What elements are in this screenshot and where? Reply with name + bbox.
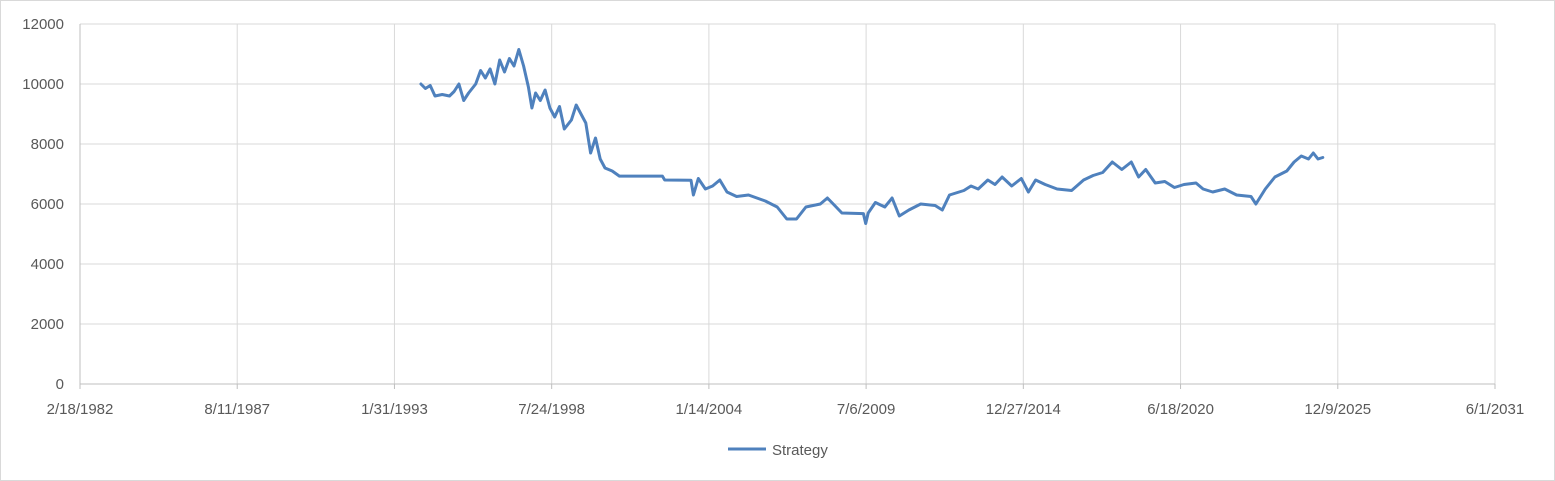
- x-tick-label: 12/27/2014: [986, 401, 1061, 418]
- x-tick-label: 2/18/1982: [47, 401, 114, 418]
- x-axis-ticks: 2/18/1982 8/11/1987 1/31/1993 7/24/1998 1/14…: [47, 401, 1525, 418]
- x-tick-label: 12/9/2025: [1304, 401, 1371, 418]
- legend: Strategy: [728, 442, 828, 459]
- y-tick-label: 6000: [31, 196, 64, 213]
- y-tick-label: 4000: [31, 256, 64, 273]
- legend-label-strategy: Strategy: [772, 442, 828, 459]
- y-tick-label: 8000: [31, 136, 64, 153]
- y-axis-ticks: 0 2000 4000 6000 8000 10000 12000: [22, 16, 64, 393]
- x-tick-label: 7/24/1998: [518, 401, 585, 418]
- y-tick-label: 2000: [31, 316, 64, 333]
- series-group: [419, 48, 1325, 225]
- x-tick-label: 1/31/1993: [361, 401, 428, 418]
- y-tick-label: 10000: [22, 76, 64, 93]
- x-tick-label: 1/14/2004: [676, 401, 743, 418]
- x-tick-label: 6/1/2031: [1466, 401, 1524, 418]
- gridlines: [80, 23, 1496, 384]
- x-tick-label: 6/18/2020: [1147, 401, 1214, 418]
- x-tick-label: 8/11/1987: [204, 401, 270, 418]
- x-tick-label: 7/6/2009: [837, 401, 895, 418]
- y-tick-label: 12000: [22, 16, 64, 33]
- y-tick-label: 0: [56, 376, 64, 393]
- axes: [79, 24, 1496, 389]
- series-line-strategy: [419, 48, 1325, 225]
